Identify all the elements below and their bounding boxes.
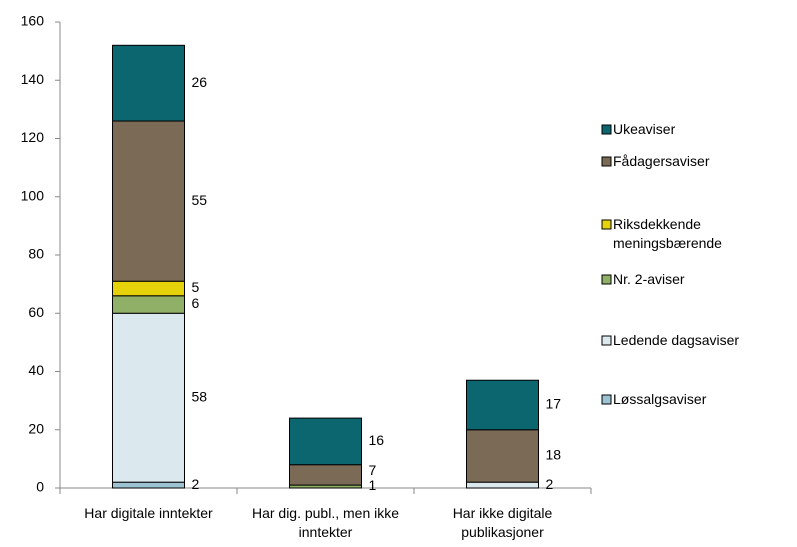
bar-segment: [112, 481, 185, 489]
bar-segment: [466, 481, 539, 489]
bar-segment: [112, 120, 185, 282]
legend-swatch: [601, 124, 612, 135]
bar-segment: [112, 312, 185, 483]
legend-label: Riksdekkende meningsbærende: [613, 216, 722, 251]
x-tick-label: Har ikke digitale publikasjoner: [452, 505, 553, 540]
y-tick-label: 80: [28, 246, 44, 262]
bar-segment: [112, 295, 185, 314]
x-tick-label: Har digitale inntekter: [84, 505, 213, 521]
y-tick-label: 100: [21, 187, 45, 203]
data-label: 17: [546, 396, 562, 412]
y-tick-label: 120: [21, 129, 45, 145]
bar-segment: [466, 429, 539, 483]
data-label: 7: [369, 462, 377, 478]
data-label: 26: [192, 74, 208, 90]
y-tick-label: 60: [28, 304, 44, 320]
y-tick-label: 20: [28, 420, 44, 436]
bar-segment: [112, 44, 185, 122]
data-label: 58: [192, 388, 208, 404]
legend-label: Ledende dagsaviser: [613, 332, 740, 348]
bar-segment: [289, 417, 362, 466]
bar-segment: [289, 464, 362, 486]
y-tick-label: 140: [21, 71, 45, 87]
data-label: 2: [192, 476, 200, 492]
y-tick-label: 0: [36, 479, 44, 495]
x-tick-label: Har dig. publ., men ikke inntekter: [251, 505, 400, 540]
legend-swatch: [601, 274, 612, 285]
legend-swatch: [601, 219, 612, 230]
legend-swatch: [601, 156, 612, 167]
legend-swatch: [601, 394, 612, 405]
data-label: 5: [192, 279, 200, 295]
data-label: 16: [369, 432, 385, 448]
legend-label: Fådagersaviser: [613, 153, 710, 169]
data-label: 2: [546, 476, 554, 492]
y-tick-label: 40: [28, 362, 44, 378]
legend-swatch: [601, 335, 612, 346]
bar-segment: [466, 379, 539, 431]
data-label: 6: [192, 295, 200, 311]
bar-segment: [112, 280, 185, 297]
legend-label: Ukeaviser: [613, 121, 676, 137]
data-label: 18: [546, 447, 562, 463]
legend-label: Nr. 2-aviser: [613, 271, 685, 287]
y-tick-label: 160: [21, 13, 45, 29]
data-label: 55: [192, 192, 208, 208]
legend-label: Løssalgsaviser: [613, 391, 707, 407]
data-label: 1: [369, 477, 377, 493]
